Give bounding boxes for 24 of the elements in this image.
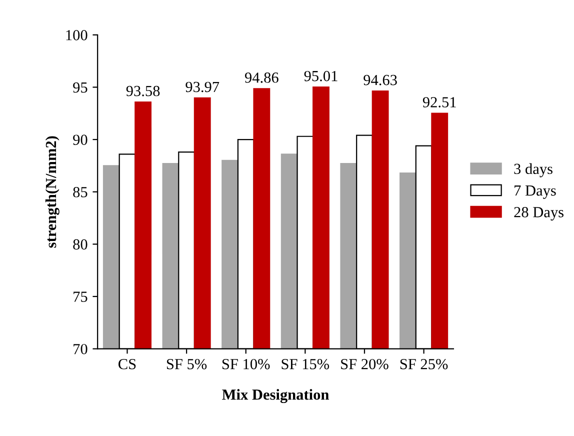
y-tick-label: 80 — [73, 239, 88, 250]
x-tick-label: SF 25% — [400, 358, 448, 370]
y-tick-label: 95 — [73, 82, 88, 93]
legend-label: 28 Days — [514, 207, 564, 220]
x-tick-label: CS — [118, 359, 136, 370]
y-tick-label: 85 — [73, 186, 88, 198]
data-label: 94.86 — [244, 72, 278, 83]
y-axis-title: strength(N/mm2) — [45, 136, 60, 248]
x-tick-label: SF 15% — [282, 358, 330, 370]
x-axis-title: Mix Designation — [222, 389, 329, 404]
y-tick-label: 70 — [74, 344, 88, 354]
x-tick-label: SF 5% — [166, 358, 207, 370]
y-tick-label: 100 — [66, 30, 88, 40]
x-tick-label: SF 10% — [222, 358, 270, 370]
data-label: 95.01 — [304, 70, 338, 82]
y-tick-label: 90 — [73, 134, 88, 145]
data-label: 93.58 — [126, 86, 160, 96]
y-tick-label: 75 — [74, 292, 88, 302]
x-tick-label: SF 20% — [341, 358, 388, 370]
legend-label: 3 days — [514, 163, 552, 178]
data-label: 93.97 — [186, 82, 220, 92]
data-label: 92.51 — [422, 97, 456, 108]
data-label: 94.63 — [364, 74, 397, 86]
legend-label: 7 Days — [514, 186, 556, 199]
